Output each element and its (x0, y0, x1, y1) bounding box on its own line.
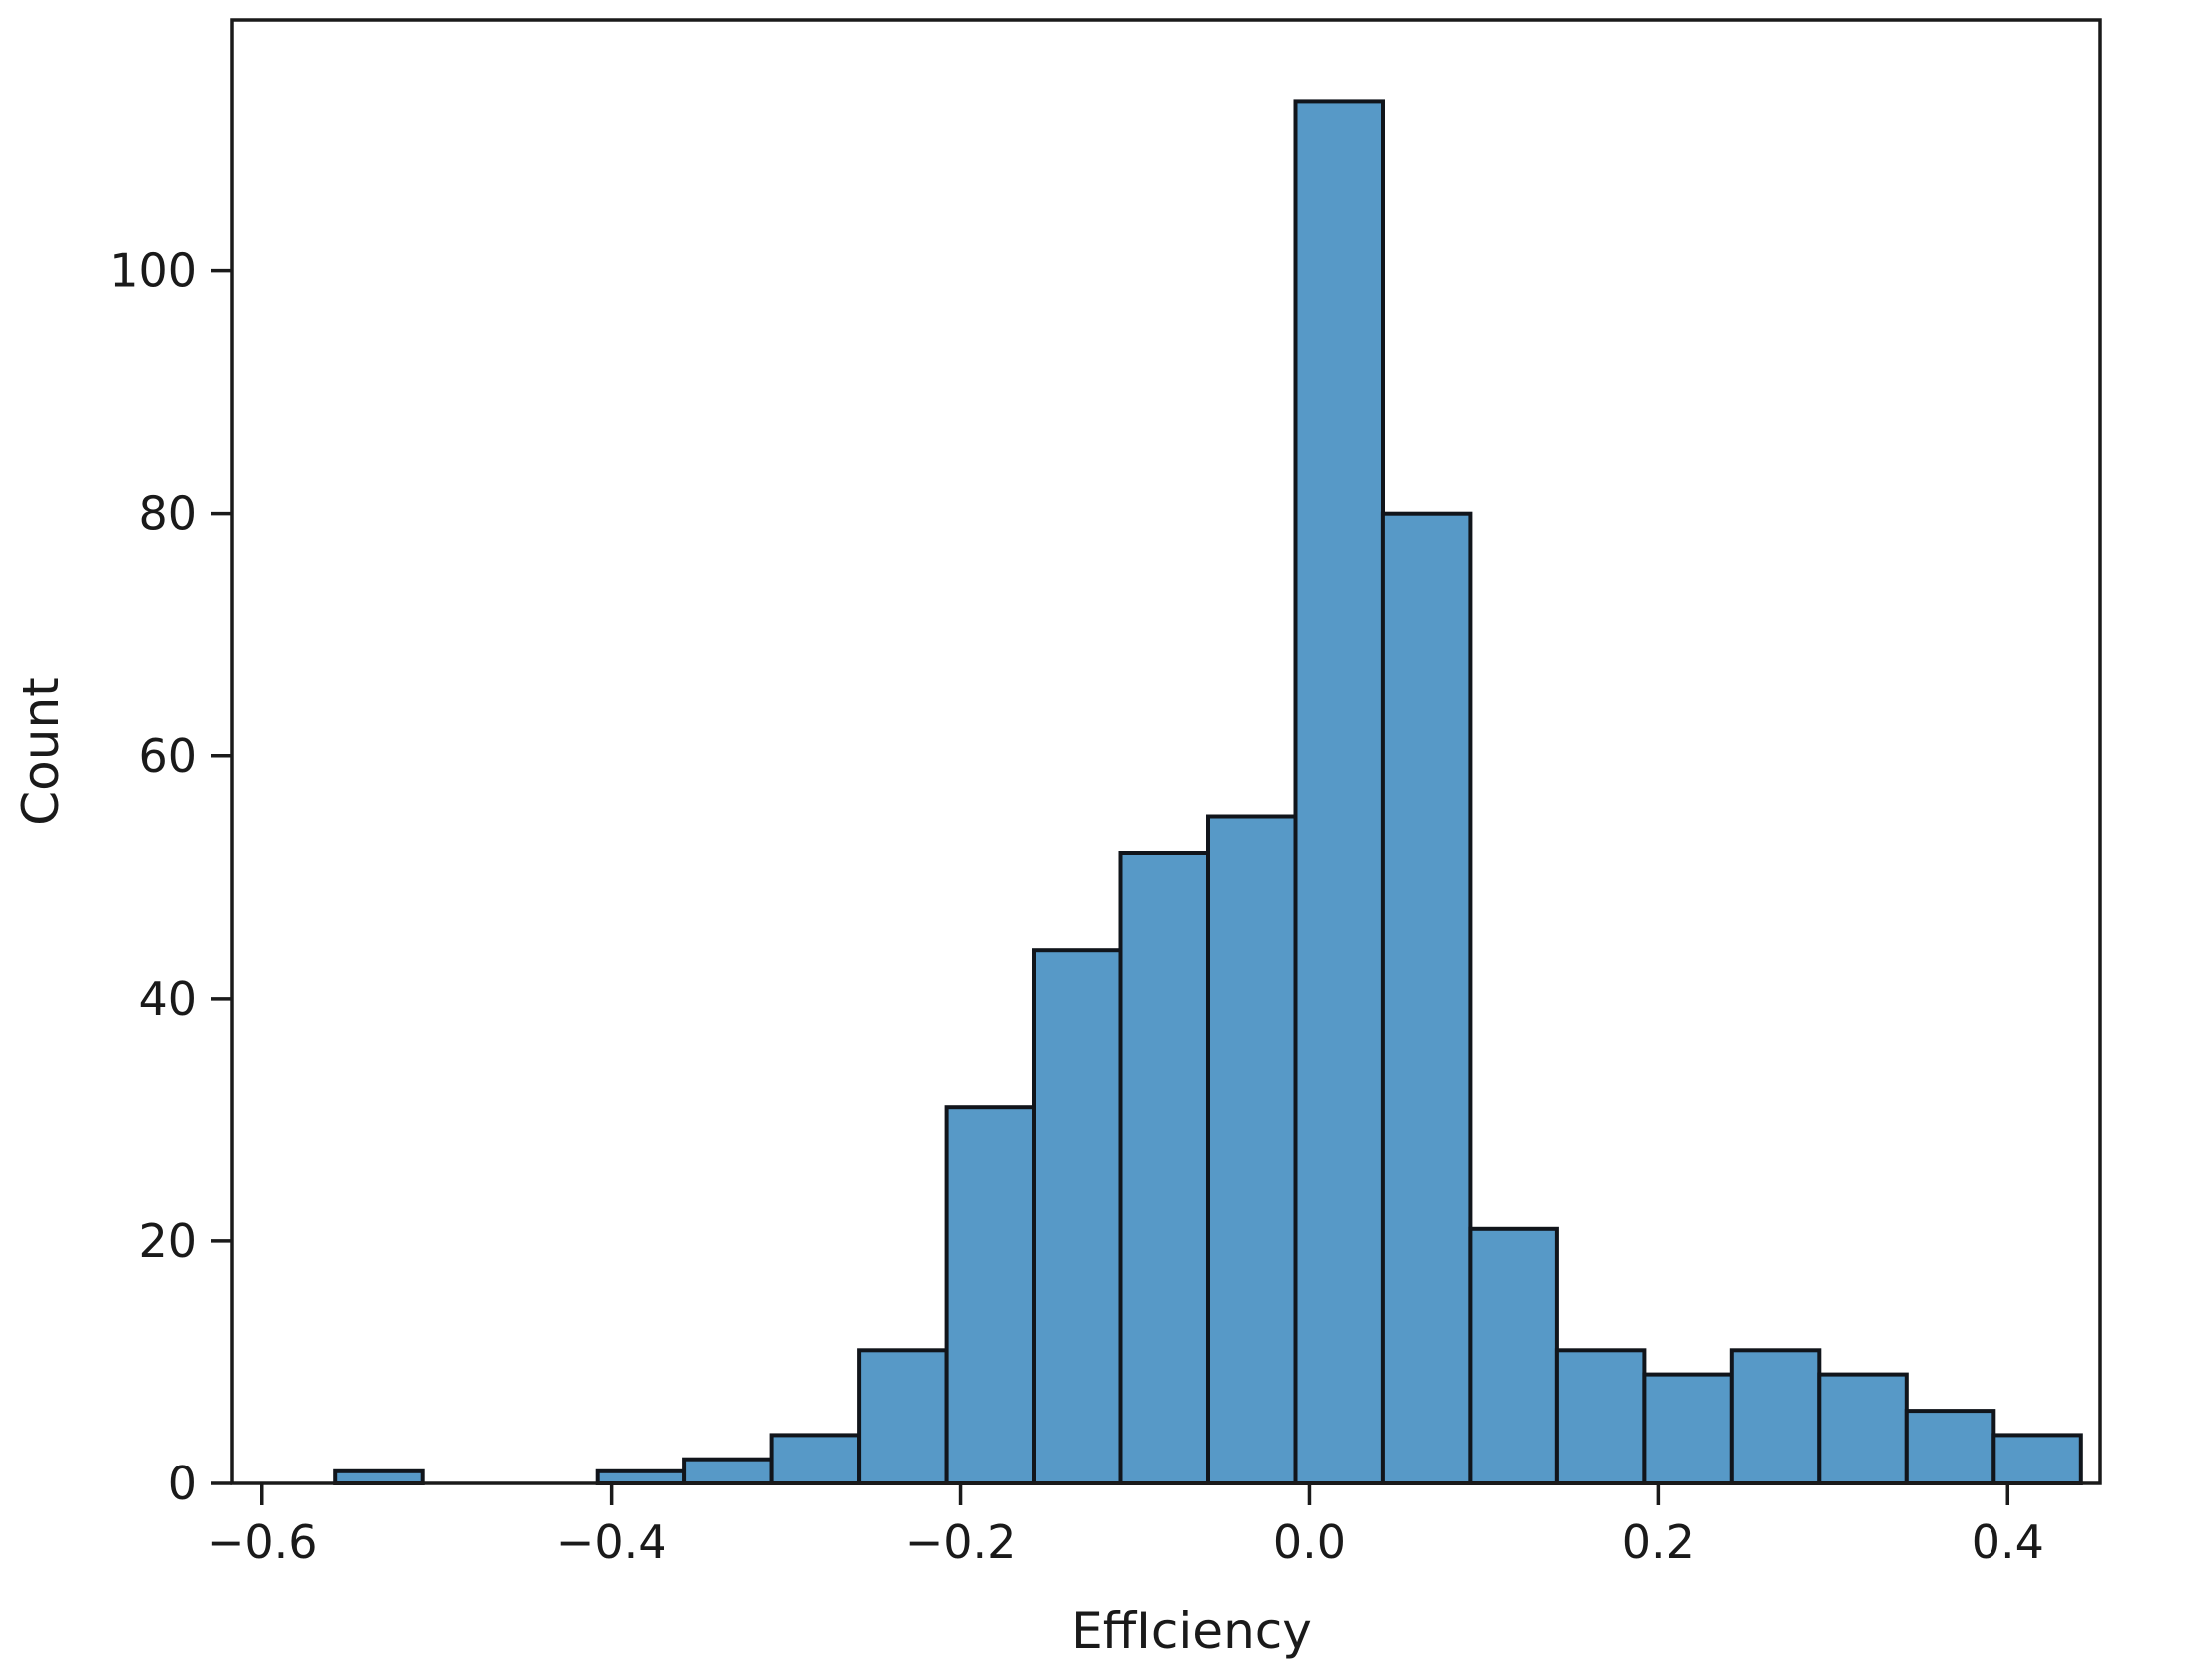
y-tick-label: 80 (138, 487, 197, 541)
x-tick-label: −0.2 (905, 1515, 1017, 1569)
y-tick-label: 0 (168, 1457, 197, 1510)
histogram-bar (944, 1105, 1037, 1485)
histogram-bar (333, 1468, 425, 1486)
histogram-bar (1293, 99, 1385, 1485)
plot-frame (230, 18, 2102, 1485)
histogram-bar (1032, 948, 1123, 1485)
x-axis-label: EffIciency (1071, 1602, 1312, 1660)
histogram-bar (769, 1433, 862, 1486)
histogram-bar (1729, 1348, 1822, 1486)
histogram-bar (1554, 1348, 1647, 1486)
bars-group (333, 99, 2083, 1486)
y-axis-ticks: 0 20 40 60 80 100 (109, 244, 232, 1510)
histogram-bar (1991, 1433, 2083, 1486)
histogram-bar (595, 1468, 687, 1486)
x-tick-label: 0.0 (1273, 1515, 1346, 1569)
histogram-bar (1380, 511, 1473, 1485)
x-tick-label: 0.4 (1972, 1515, 2044, 1569)
y-tick-label: 20 (138, 1214, 197, 1268)
histogram-bar (857, 1348, 949, 1486)
x-tick-label: −0.6 (207, 1515, 318, 1569)
x-axis-ticks: −0.6 −0.4 −0.2 0.0 0.2 0.4 (207, 1483, 2044, 1569)
x-tick-label: −0.4 (556, 1515, 667, 1569)
histogram-bar (1904, 1409, 1996, 1485)
y-tick-label: 100 (109, 244, 197, 298)
x-tick-label: 0.2 (1622, 1515, 1695, 1569)
histogram-bar (1118, 851, 1210, 1485)
histogram-bar (1468, 1226, 1559, 1486)
y-tick-label: 60 (138, 729, 197, 783)
histogram-bar (1817, 1372, 1909, 1485)
histogram-bar (1206, 814, 1298, 1485)
y-tick-label: 40 (138, 972, 197, 1026)
histogram-bar (682, 1457, 774, 1485)
y-axis-label: Count (12, 677, 70, 826)
histogram-bar (1642, 1372, 1734, 1485)
